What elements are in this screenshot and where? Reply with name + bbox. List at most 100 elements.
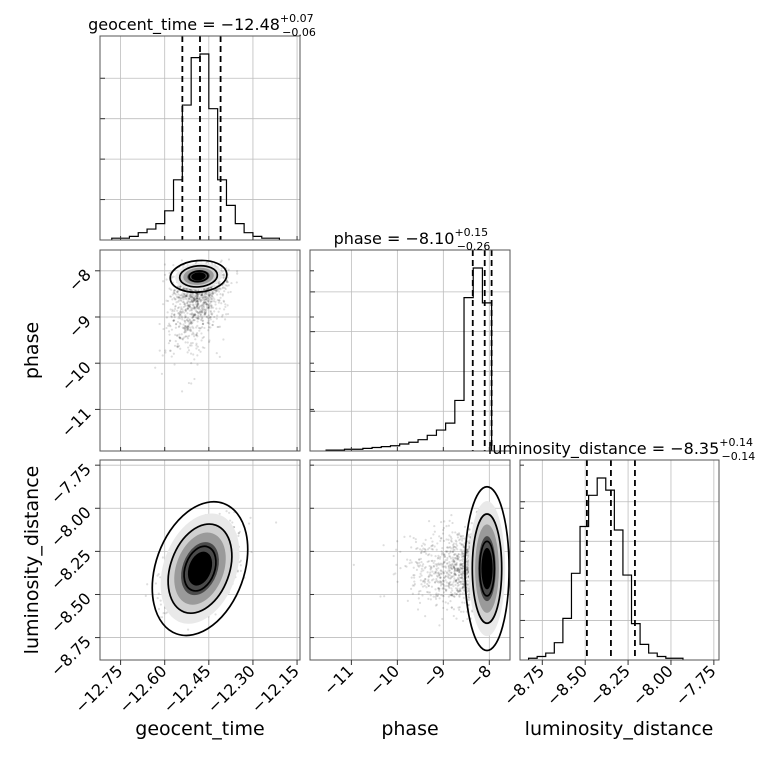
scatter-panel-luminosity-distance-vs-phase-point [466,557,469,561]
scatter-panel-luminosity-distance-vs-phase-point [427,560,431,563]
scatter-panel-luminosity-distance-vs-phase-point [466,570,470,573]
scatter-panel-luminosity-distance-vs-phase-point [445,550,448,553]
scatter-panel-luminosity-distance-vs-phase-point [429,598,432,601]
scatter-panel-phase-vs-geocent-time-point [191,295,194,299]
scatter-panel-phase-vs-geocent-time-point [178,313,182,316]
scatter-panel-luminosity-distance-vs-phase-point [448,519,451,522]
scatter-panel-phase-vs-geocent-time-point [205,295,209,298]
scatter-panel-luminosity-distance-vs-phase-point [452,546,455,550]
scatter-panel-luminosity-distance-vs-phase-point [468,592,471,595]
scatter-panel-luminosity-distance-vs-phase-point [427,578,430,581]
scatter-panel-luminosity-distance-vs-phase-point [447,524,451,527]
scatter-panel-luminosity-distance-vs-geocent-time-point [236,570,239,573]
scatter-panel-phase-vs-geocent-time-point [199,310,202,313]
scatter-panel-luminosity-distance-vs-phase-point [463,525,467,528]
scatter-panel-phase-vs-geocent-time-point [173,292,176,295]
scatter-panel-phase-vs-geocent-time-point [201,307,204,310]
scatter-panel-luminosity-distance-vs-phase-point [459,548,462,551]
scatter-panel-phase-vs-geocent-time-point [226,284,229,287]
scatter-panel-phase-vs-geocent-time-point [217,287,220,290]
scatter-panel-luminosity-distance-vs-phase-point [450,594,453,597]
scatter-panel-luminosity-distance-vs-phase-point [433,524,436,528]
scatter-panel-luminosity-distance-vs-phase-point [461,567,464,570]
scatter-panel-phase-vs-geocent-time-point [186,302,189,305]
scatter-panel-luminosity-distance-vs-phase-point [446,608,449,611]
scatter-panel-luminosity-distance-vs-phase-point [449,555,452,558]
scatter-panel-phase-vs-geocent-time-point [192,296,195,299]
scatter-panel-luminosity-distance-vs-phase-point [440,569,443,572]
scatter-panel-phase-vs-geocent-time-point [193,319,196,322]
scatter-panel-phase-vs-geocent-time-point [213,298,216,301]
scatter-panel-phase-vs-geocent-time-point [203,303,206,306]
scatter-panel-phase-vs-geocent-time-point [201,294,204,297]
scatter-panel-phase-vs-geocent-time-point [189,296,192,299]
scatter-panel-phase-vs-geocent-time-point [188,303,191,307]
scatter-panel-phase-vs-geocent-time-point [208,322,211,325]
scatter-panel-phase-vs-geocent-time-point [177,289,180,292]
scatter-panel-phase-vs-geocent-time-point [187,381,191,385]
scatter-panel-phase-vs-geocent-time-point [192,298,195,301]
scatter-panel-phase-vs-geocent-time-point [193,307,196,311]
scatter-panel-luminosity-distance-vs-phase-point [463,537,466,540]
scatter-panel-phase-vs-geocent-time-point [202,288,205,291]
scatter-panel-luminosity-distance-vs-phase-point [450,514,453,517]
scatter-panel-luminosity-distance-vs-phase-point [454,531,457,534]
scatter-panel-luminosity-distance-vs-phase-point [458,564,462,567]
scatter-panel-phase-vs-geocent-time-point [163,273,167,276]
scatter-panel-luminosity-distance-vs-phase-point [453,569,457,572]
scatter-panel-phase-vs-geocent-time-point [210,305,213,308]
scatter-panel-phase-vs-geocent-time-point [200,309,204,312]
scatter-panel-luminosity-distance-vs-phase-point [406,599,409,602]
scatter-panel-phase-vs-geocent-time-point [179,314,182,317]
scatter-panel-luminosity-distance-vs-phase-point [443,585,446,588]
scatter-panel-phase-vs-geocent-time-point [210,304,213,307]
scatter-panel-luminosity-distance-vs-phase-point [453,563,456,566]
scatter-panel-phase-vs-geocent-time-point [203,301,206,304]
scatter-panel-phase-vs-geocent-time-point [207,307,210,310]
scatter-panel-luminosity-distance-vs-phase-point [453,568,457,571]
scatter-panel-luminosity-distance-vs-phase-point [463,545,466,548]
scatter-panel-luminosity-distance-vs-phase-point [441,617,444,621]
scatter-panel-phase-vs-geocent-time-point [193,306,196,310]
scatter-panel-phase-vs-geocent-time-point [161,303,165,306]
scatter-panel-luminosity-distance-vs-phase-point [437,587,440,590]
scatter-panel-luminosity-distance-vs-phase-point [432,578,435,581]
scatter-panel-luminosity-distance-vs-phase-point [399,567,402,570]
scatter-panel-phase-vs-geocent-time-point [175,322,178,326]
scatter-panel-phase-vs-geocent-time-point [192,297,196,300]
scatter-panel-phase-vs-geocent-time-point [176,345,179,348]
scatter-panel-phase-vs-geocent-time-point [196,320,199,323]
scatter-panel-phase-vs-geocent-time-point [184,326,187,329]
scatter-panel-phase-vs-geocent-time-point [186,295,189,298]
scatter-panel-phase-vs-geocent-time-point [214,289,217,292]
scatter-panel-luminosity-distance-vs-phase-point [461,537,464,540]
scatter-panel-phase-vs-geocent-time-point [208,296,211,299]
scatter-panel-luminosity-distance-vs-phase-point [412,574,415,577]
scatter-panel-luminosity-distance-vs-phase-point [429,571,432,574]
scatter-panel-phase-vs-geocent-time-point [188,328,191,331]
scatter-panel-luminosity-distance-vs-phase-point [465,583,468,586]
scatter-panel-phase-vs-geocent-time-point [216,325,219,329]
scatter-panel-luminosity-distance-vs-geocent-time-contour-2 [151,500,249,637]
scatter-panel-phase-vs-geocent-time-point [196,295,199,298]
scatter-panel-luminosity-distance-vs-phase-point [449,535,452,538]
scatter-panel-luminosity-distance-vs-phase-point [460,534,463,538]
scatter-panel-luminosity-distance-vs-phase-point [466,548,470,551]
scatter-panel-luminosity-distance-vs-phase-point [456,581,459,584]
scatter-panel-luminosity-distance-vs-phase-point [415,547,418,550]
scatter-panel-phase-vs-geocent-time-point [203,301,206,304]
scatter-panel-phase-vs-geocent-time-point [196,296,199,299]
scatter-panel-phase-vs-geocent-time-point [178,315,181,318]
scatter-panel-luminosity-distance-vs-phase-point [451,575,454,579]
scatter-panel-phase-vs-geocent-time-point [195,310,198,313]
scatter-panel-phase-vs-geocent-time-point [200,293,204,297]
scatter-panel-luminosity-distance-vs-phase-point [410,561,413,564]
scatter-panel-luminosity-distance-vs-phase-point [417,592,420,595]
scatter-panel-phase-vs-geocent-time-point [204,310,208,313]
scatter-panel-phase-vs-geocent-time-point [175,334,179,337]
scatter-panel-luminosity-distance-vs-phase-point [452,545,455,548]
scatter-panel-phase-vs-geocent-time-point [172,275,175,278]
scatter-panel-luminosity-distance-vs-phase-point [467,559,470,562]
scatter-panel-phase-vs-geocent-time-point [206,315,209,318]
scatter-panel-phase-vs-geocent-time-point [227,291,230,294]
